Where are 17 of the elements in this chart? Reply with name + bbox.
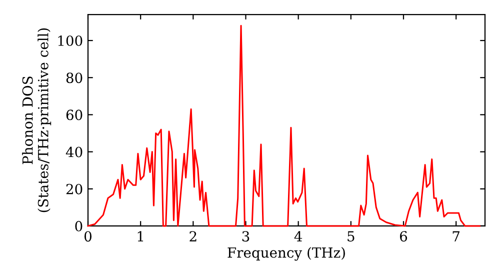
y-axis-title: Phonon DOS (States/THz·primitive cell)	[22, 28, 52, 212]
y-tick-label: 80	[66, 72, 82, 84]
y-tick-label: 60	[66, 110, 82, 120]
x-tick-label: 1	[138, 231, 144, 242]
x-axis-title: Frequency (THz)	[228, 247, 345, 261]
x-tick-label: 3	[242, 231, 250, 242]
x-tick-label: 0	[84, 231, 92, 242]
x-tick-label: 6	[400, 231, 408, 242]
x-tick-label: 5	[348, 231, 354, 242]
x-tick-label: 7	[452, 231, 460, 242]
line-series	[87, 24, 481, 227]
y-tick-label: 20	[66, 184, 82, 194]
y-tick-label: 0	[75, 220, 82, 232]
y-tick-label: 100	[58, 35, 82, 46]
y-tick-label: 40	[66, 146, 82, 158]
x-tick-label: 2	[190, 231, 196, 242]
x-tick-label: 4	[294, 231, 302, 242]
